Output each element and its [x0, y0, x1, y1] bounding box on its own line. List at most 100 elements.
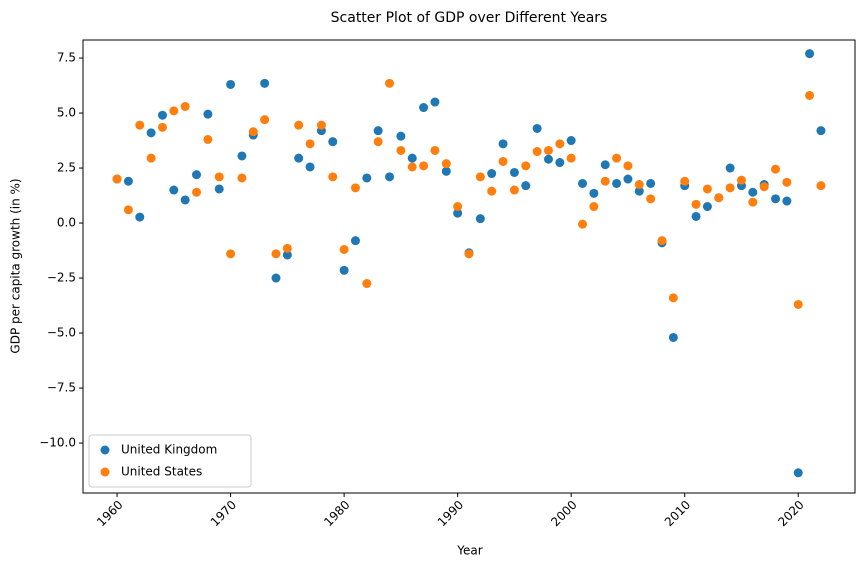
point [578, 178, 588, 188]
x-tick-label: 1990 [435, 498, 466, 529]
point [214, 172, 224, 182]
point [396, 145, 406, 155]
point [498, 139, 508, 149]
point [680, 176, 690, 186]
point [771, 164, 781, 174]
point [793, 468, 803, 478]
x-tick-label: 1960 [94, 498, 125, 529]
point [385, 78, 395, 88]
point [805, 90, 815, 100]
point [646, 178, 656, 188]
point [339, 265, 349, 275]
point [430, 97, 440, 107]
point [339, 244, 349, 254]
point [589, 188, 599, 198]
point [634, 186, 644, 196]
point [782, 196, 792, 206]
x-tick-label: 2020 [775, 498, 806, 529]
point [623, 161, 633, 171]
point [725, 163, 735, 173]
point [135, 120, 145, 130]
point [237, 151, 247, 161]
point [362, 279, 372, 289]
point [350, 183, 360, 193]
x-tick-label: 1980 [321, 498, 352, 529]
point [294, 153, 304, 163]
point [543, 145, 553, 155]
point [543, 154, 553, 164]
point [407, 153, 417, 163]
point [714, 193, 724, 203]
point [691, 199, 701, 209]
y-tick-label: 0.0 [57, 216, 76, 230]
point [305, 139, 315, 149]
point [112, 174, 122, 184]
point [271, 249, 281, 259]
y-tick-label: −2.5 [47, 271, 76, 285]
point [453, 202, 463, 212]
point [203, 109, 213, 119]
point [816, 126, 826, 136]
point [532, 147, 542, 157]
point [305, 162, 315, 172]
point [282, 250, 292, 260]
legend-label: United Kingdom [121, 443, 217, 457]
point [123, 176, 133, 186]
y-tick-label: −10.0 [39, 436, 76, 450]
point [214, 184, 224, 194]
point [555, 139, 565, 149]
point [793, 299, 803, 309]
point [237, 173, 247, 183]
point [759, 182, 769, 192]
point [805, 49, 815, 59]
point [532, 123, 542, 133]
point [135, 212, 145, 222]
point [430, 145, 440, 155]
point [691, 211, 701, 221]
x-tick-label: 1970 [208, 498, 239, 529]
point [657, 236, 667, 246]
point [521, 161, 531, 171]
point [668, 293, 678, 303]
point [146, 128, 156, 138]
point [748, 187, 758, 197]
point [169, 106, 179, 116]
point [498, 156, 508, 166]
point [248, 127, 258, 137]
point [123, 205, 133, 215]
point [373, 137, 383, 147]
point [226, 249, 236, 259]
point [736, 175, 746, 185]
legend-marker [100, 445, 110, 455]
x-tick-label: 2000 [548, 498, 579, 529]
point [226, 79, 236, 89]
point [316, 120, 326, 130]
x-tick-label: 2010 [662, 498, 693, 529]
point [600, 176, 610, 186]
point [294, 120, 304, 130]
point [157, 110, 167, 120]
x-axis-label: Year [456, 544, 482, 558]
plot-frame [82, 39, 856, 494]
point [453, 208, 463, 218]
point [566, 153, 576, 163]
point [589, 202, 599, 212]
point [441, 159, 451, 169]
legend-marker [100, 467, 110, 477]
point [282, 243, 292, 253]
point [668, 332, 678, 342]
point [475, 214, 485, 224]
point [157, 122, 167, 132]
point [555, 158, 565, 168]
point [634, 180, 644, 190]
point [407, 162, 417, 172]
point [260, 78, 270, 88]
point [260, 115, 270, 125]
y-tick-label: 2.5 [57, 161, 76, 175]
point [419, 103, 429, 113]
y-tick-label: 7.5 [57, 51, 76, 65]
chart-title: Scatter Plot of GDP over Different Years [331, 10, 608, 26]
point [816, 181, 826, 191]
point [396, 131, 406, 141]
